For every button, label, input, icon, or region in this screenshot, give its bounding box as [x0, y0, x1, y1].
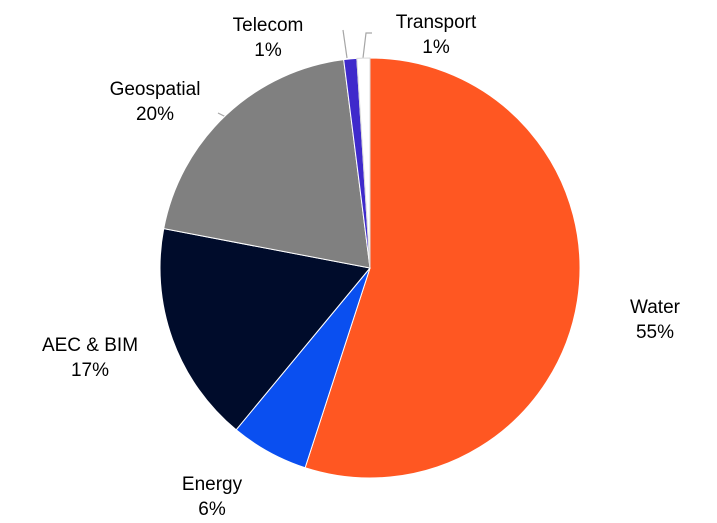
slice-value-label: 17%: [71, 360, 109, 381]
slice-label: Water: [630, 297, 681, 318]
slice-label: Telecom: [233, 15, 304, 36]
slice-value-label: 1%: [254, 40, 282, 61]
slice-label: Energy: [182, 474, 243, 495]
slice-value-label: 6%: [198, 499, 226, 520]
pie-slice: [159, 228, 371, 431]
slice-value-label: 20%: [136, 104, 174, 125]
pie-slice: [163, 59, 371, 269]
leader-line: [342, 29, 348, 59]
pie-slice: [304, 57, 581, 479]
leader-line: [362, 32, 372, 59]
slice-label: Geospatial: [110, 79, 201, 100]
slice-label: AEC & BIM: [42, 335, 138, 356]
slice-label: Transport: [396, 12, 477, 33]
pie-slice: [356, 57, 371, 269]
slice-value-label: 1%: [422, 37, 450, 58]
slice-value-label: 55%: [636, 322, 674, 343]
